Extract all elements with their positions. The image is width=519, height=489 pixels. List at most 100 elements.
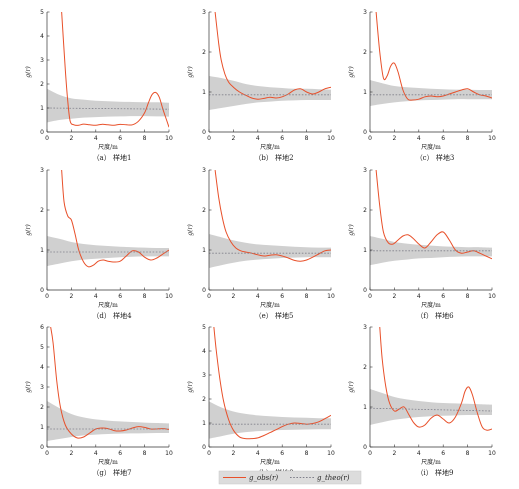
y-tick-label: 2 (40, 404, 44, 411)
y-tick-label: 4 (40, 364, 44, 371)
panel-caption: （d） 样地4 (92, 311, 132, 320)
x-tick-label: 2 (231, 293, 235, 300)
x-tick-label: 10 (488, 450, 496, 457)
x-tick-label: 10 (488, 135, 496, 142)
x-axis-label: 尺度/m (98, 301, 118, 309)
x-axis-label: 尺度/m (98, 143, 118, 151)
y-tick-label: 5 (40, 344, 44, 351)
x-tick-label: 0 (368, 135, 372, 142)
y-tick-label: 3 (363, 9, 367, 16)
x-tick-label: 6 (118, 135, 122, 142)
observed-gr-line (214, 170, 331, 262)
y-tick-label: 5 (40, 9, 44, 16)
x-axis-label: 尺度/m (98, 458, 118, 466)
x-tick-label: 10 (488, 293, 496, 300)
legend-observed-label: g_obs(r) (249, 474, 278, 482)
y-tick-label: 0 (363, 287, 367, 294)
y-tick-label: 2 (202, 396, 206, 403)
y-tick-label: 3 (363, 167, 367, 174)
x-tick-label: 10 (327, 135, 335, 142)
panel-caption: （f） 样地6 (416, 311, 454, 320)
x-tick-label: 4 (94, 293, 98, 300)
envelope-band (47, 401, 169, 441)
y-axis-label: g(r) (187, 66, 194, 78)
y-axis-label: g(r) (25, 224, 32, 236)
y-tick-label: 2 (363, 207, 367, 214)
y-tick-label: 0 (363, 444, 367, 451)
x-tick-label: 8 (466, 135, 470, 142)
chart-panel-5: 0 1 2 3 0 2 4 6 8 10 尺度/m g(r) （e） 样地5 (187, 167, 335, 320)
y-axis-label: g(r) (348, 66, 355, 78)
envelope-band (47, 88, 169, 123)
y-tick-label: 1 (40, 424, 44, 431)
envelope-band (209, 401, 331, 439)
x-tick-label: 4 (256, 450, 260, 457)
x-tick-label: 6 (441, 135, 445, 142)
x-tick-label: 4 (256, 293, 260, 300)
x-axis-label: 尺度/m (421, 143, 441, 151)
panel-caption: （b） 样地2 (254, 153, 293, 162)
x-tick-label: 0 (368, 450, 372, 457)
panel-caption: （a） 样地1 (93, 153, 132, 162)
theoretical-gr-line (369, 407, 493, 412)
y-tick-label: 1 (363, 404, 367, 411)
x-tick-label: 0 (207, 135, 211, 142)
x-tick-label: 10 (165, 450, 173, 457)
y-tick-label: 2 (202, 49, 206, 56)
y-tick-label: 3 (40, 384, 44, 391)
y-tick-label: 2 (202, 207, 206, 214)
y-tick-label: 0 (202, 444, 206, 451)
y-axis-label: g(r) (187, 224, 194, 236)
x-tick-label: 6 (118, 293, 122, 300)
y-tick-label: 1 (202, 89, 206, 96)
chart-panel-3: 0 1 2 3 0 2 4 6 8 10 尺度/m g(r) （c） 样地3 (348, 9, 496, 162)
y-axis-label: g(r) (348, 224, 355, 236)
x-tick-label: 2 (69, 450, 73, 457)
y-tick-label: 4 (202, 348, 206, 355)
x-tick-label: 6 (118, 450, 122, 457)
x-tick-label: 6 (280, 293, 284, 300)
chart-panel-9: 0 1 2 3 0 2 4 6 8 10 尺度/m g(r) （i） 样地9 (348, 324, 496, 477)
x-tick-label: 0 (368, 293, 372, 300)
x-axis-label: 尺度/m (260, 301, 280, 309)
y-tick-label: 6 (40, 324, 44, 331)
y-tick-label: 1 (40, 105, 44, 112)
y-tick-label: 0 (363, 129, 367, 136)
legend: g_obs(r) g_theo(r) (218, 470, 362, 485)
x-tick-label: 0 (207, 450, 211, 457)
x-tick-label: 4 (417, 450, 421, 457)
x-tick-label: 10 (327, 450, 335, 457)
x-tick-label: 0 (45, 135, 49, 142)
x-tick-label: 8 (466, 293, 470, 300)
y-tick-label: 0 (40, 287, 44, 294)
x-tick-label: 8 (305, 135, 309, 142)
chart-panel-1: 0 1 2 3 4 5 0 2 4 6 8 10 尺度/m g(r) （a） 样地1 (25, 9, 173, 162)
envelope-band (209, 76, 331, 110)
x-tick-label: 10 (327, 293, 335, 300)
y-axis-label: g(r) (25, 381, 32, 393)
x-tick-label: 8 (305, 293, 309, 300)
y-tick-label: 3 (202, 9, 206, 16)
panel-caption: （g） 样地7 (92, 468, 131, 477)
x-tick-label: 6 (441, 450, 445, 457)
observed-gr-line (50, 327, 169, 439)
x-tick-label: 8 (143, 293, 147, 300)
x-tick-label: 8 (143, 450, 147, 457)
chart-panel-2: 0 1 2 3 0 2 4 6 8 10 尺度/m g(r) （b） 样地2 (187, 9, 335, 162)
observed-gr-line (61, 170, 169, 268)
x-tick-label: 6 (441, 293, 445, 300)
x-tick-label: 2 (69, 135, 73, 142)
y-tick-label: 0 (202, 287, 206, 294)
y-tick-label: 3 (363, 324, 367, 331)
y-axis-label: g(r) (25, 66, 32, 78)
x-tick-label: 8 (466, 450, 470, 457)
y-tick-label: 3 (40, 57, 44, 64)
y-tick-label: 4 (40, 33, 44, 40)
x-tick-label: 2 (392, 135, 396, 142)
x-tick-label: 4 (94, 135, 98, 142)
y-axis-label: g(r) (348, 381, 355, 393)
x-axis-label: 尺度/m (421, 301, 441, 309)
x-tick-label: 6 (280, 135, 284, 142)
x-tick-label: 4 (94, 450, 98, 457)
